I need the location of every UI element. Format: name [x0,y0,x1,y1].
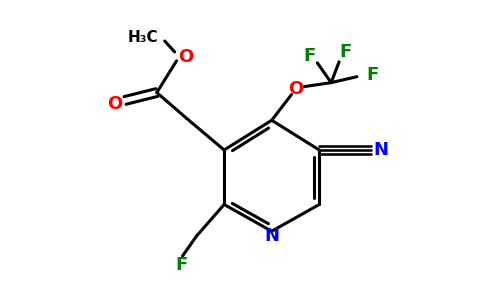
Text: H₃C: H₃C [128,30,158,45]
Text: O: O [178,48,193,66]
Text: F: F [367,66,379,84]
Text: O: O [107,95,123,113]
Text: N: N [264,227,279,245]
Text: F: F [175,256,188,274]
Text: N: N [373,141,388,159]
Text: O: O [288,80,303,98]
Text: F: F [339,43,351,61]
Text: F: F [303,47,316,65]
